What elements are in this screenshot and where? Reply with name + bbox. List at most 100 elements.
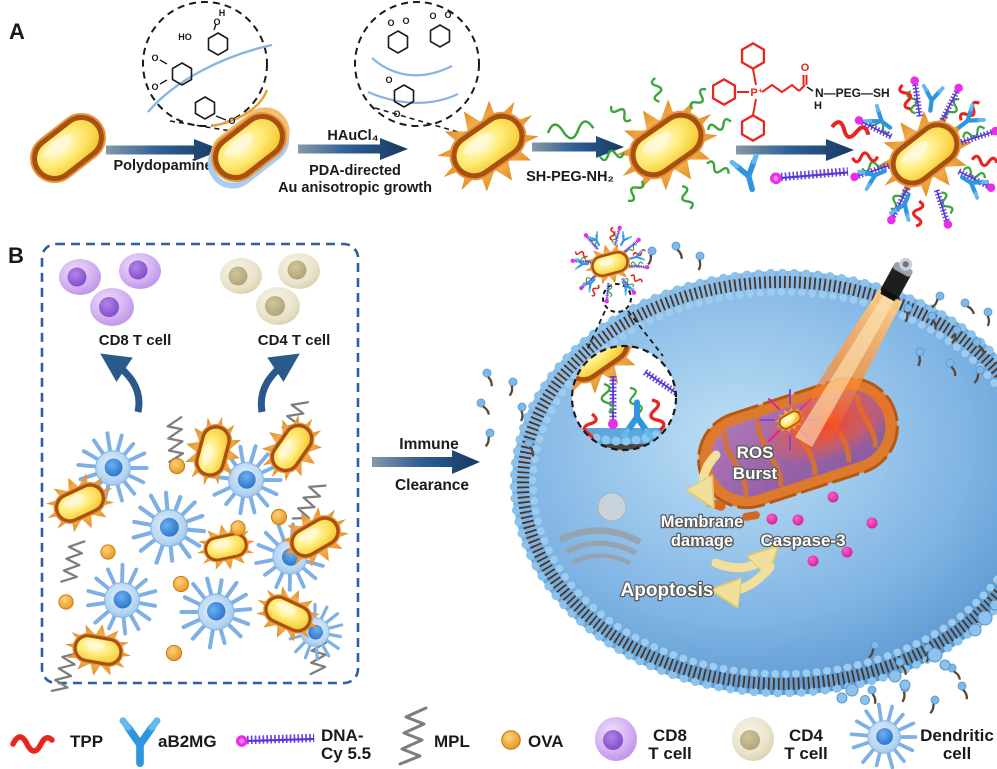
peg-squiggle-icon <box>545 119 596 142</box>
reaction-arrow-4 <box>736 139 854 161</box>
mpl-coil-icon <box>398 706 428 766</box>
chem-p-plus: P⁺ <box>750 87 763 99</box>
ros-label-line2: Burst <box>733 464 778 483</box>
ova-ball-icon <box>270 508 288 526</box>
ab2mg-legend-label: aB2MG <box>158 732 217 751</box>
tpp-peg-structure: P⁺ O N—PEG—SH H <box>711 42 890 142</box>
tpp-squiggle-icon <box>10 734 55 754</box>
nir-laser <box>786 257 913 458</box>
cd4-legend-label-line2: T cell <box>784 744 827 763</box>
chem-o: O <box>387 18 394 28</box>
immune-box-border <box>40 242 360 685</box>
immune-label: Immune <box>399 436 459 453</box>
inset-callout-line <box>585 310 606 353</box>
panel-b: B CD8 T cell CD4 T cell <box>8 219 997 716</box>
inset-callout-line <box>374 107 459 133</box>
dna-legend-label-line1: DNA- <box>321 726 364 745</box>
clearance-label: Clearance <box>395 477 469 494</box>
antibody-icon <box>123 721 157 764</box>
pda-coated-nanorod-icon <box>199 101 299 194</box>
membrane-inner-beads <box>529 288 997 678</box>
chem-o: O <box>444 10 451 20</box>
membrane-blebs <box>836 599 997 705</box>
chem-o: O <box>228 116 235 126</box>
polymer-chain-blue <box>147 43 273 113</box>
au-growth-label: Au anisotropic growth <box>278 180 432 196</box>
ova-ball-icon <box>168 457 186 475</box>
membrane-lipid-tails <box>517 276 997 690</box>
chem-o: O <box>801 62 810 74</box>
chem-n-peg-sh: N—PEG—SH <box>815 86 890 100</box>
mito-fragment <box>742 511 760 521</box>
membrane-binding-site-circle <box>602 283 632 313</box>
cd8-legend-label-line1: CD8 <box>653 726 687 745</box>
chem-h: H <box>219 8 226 18</box>
mpl-legend-label: MPL <box>434 732 470 751</box>
caspase-3-label: Caspase-3 <box>760 531 845 550</box>
haucl4-label: HAuCl₄ <box>327 128 378 144</box>
functionalized-nanorod-icon <box>564 219 657 311</box>
cd8-activation-arrow <box>100 353 143 413</box>
ova-ball-icon <box>230 520 246 536</box>
laser-beam-core <box>795 291 896 447</box>
cd8-cell-icon <box>595 717 637 761</box>
tpp-squiggle-icon <box>831 121 870 141</box>
dendritic-legend-label-line2: cell <box>943 744 971 763</box>
cd8-t-cells <box>59 253 161 326</box>
legend: TPP aB2MG DNA- Cy 5.5 MPL OVA CD8 T cell… <box>10 702 994 769</box>
polymer-chain-blue <box>371 57 453 77</box>
cd4-t-cells <box>220 253 320 325</box>
pda-structure-inset: H O HO O O O <box>142 1 273 128</box>
dendritic-cell-icon <box>80 557 164 640</box>
dendritic-legend-label-line1: Dendritic <box>920 726 994 745</box>
cd4-legend-label-line1: CD4 <box>789 726 824 745</box>
mpl-coil-icon <box>160 416 190 464</box>
gold-nanorod-icon <box>27 109 110 186</box>
ova-ball-icon <box>172 575 190 593</box>
spiky-gold-nanorod-icon <box>192 518 260 576</box>
tpp-legend-label: TPP <box>70 732 103 751</box>
cd8-t-cell-label: CD8 T cell <box>99 332 172 349</box>
golgi-apparatus <box>558 492 642 566</box>
ova-legend-label: OVA <box>528 732 564 751</box>
sh-peg-nh2-label: SH-PEG-NH₂ <box>526 169 614 185</box>
pda-directed-label: PDA-directed <box>309 163 401 179</box>
reaction-arrow-3 <box>532 136 624 158</box>
functionalized-nanorod-icon <box>821 50 997 259</box>
inset-callout-line <box>627 310 664 357</box>
chem-o: O <box>151 53 158 63</box>
ova-ball-icon <box>165 644 183 662</box>
quinone-structure-inset: O O O O O O <box>354 1 480 127</box>
chem-o: O <box>385 75 392 85</box>
polydopamine-label: Polydopamine <box>113 158 212 174</box>
dendritic-cell-icon <box>849 702 918 769</box>
membrane-outer-beads <box>509 268 997 698</box>
chem-o: O <box>151 82 158 92</box>
laser-device-icon <box>880 257 913 302</box>
cd8-legend-label-line2: T cell <box>648 744 691 763</box>
reaction-arrow-2 <box>298 138 408 160</box>
ova-ball-icon <box>100 544 116 560</box>
ros-label-line1: ROS <box>737 443 774 462</box>
membrane-damage-line2: damage <box>671 532 733 550</box>
panel-b-label: B <box>8 243 24 268</box>
chem-o: O <box>429 11 436 21</box>
cd4-cell-icon <box>732 717 774 761</box>
panel-a: A Polydopamine H O HO O O O HAuCl₄ PDA-d… <box>9 1 997 259</box>
apoptosis-label: Apoptosis <box>621 580 714 601</box>
mpl-coil-icon <box>60 538 86 585</box>
chem-o: O <box>213 17 220 27</box>
ova-ball-icon <box>58 594 74 610</box>
chem-ho: HO <box>178 32 192 42</box>
apoptosis-pathway-arrows <box>703 450 770 591</box>
cd4-t-cell-label: CD4 T cell <box>258 332 331 349</box>
dna-strand-icon <box>236 735 314 747</box>
antibody-icon <box>732 156 764 193</box>
reaction-arrow-1 <box>106 139 222 161</box>
chem-o: O <box>402 16 409 26</box>
dna-strand-icon <box>770 169 849 185</box>
dna-legend-label-line2: Cy 5.5 <box>321 744 371 763</box>
dendritic-cell-icon <box>122 482 214 573</box>
